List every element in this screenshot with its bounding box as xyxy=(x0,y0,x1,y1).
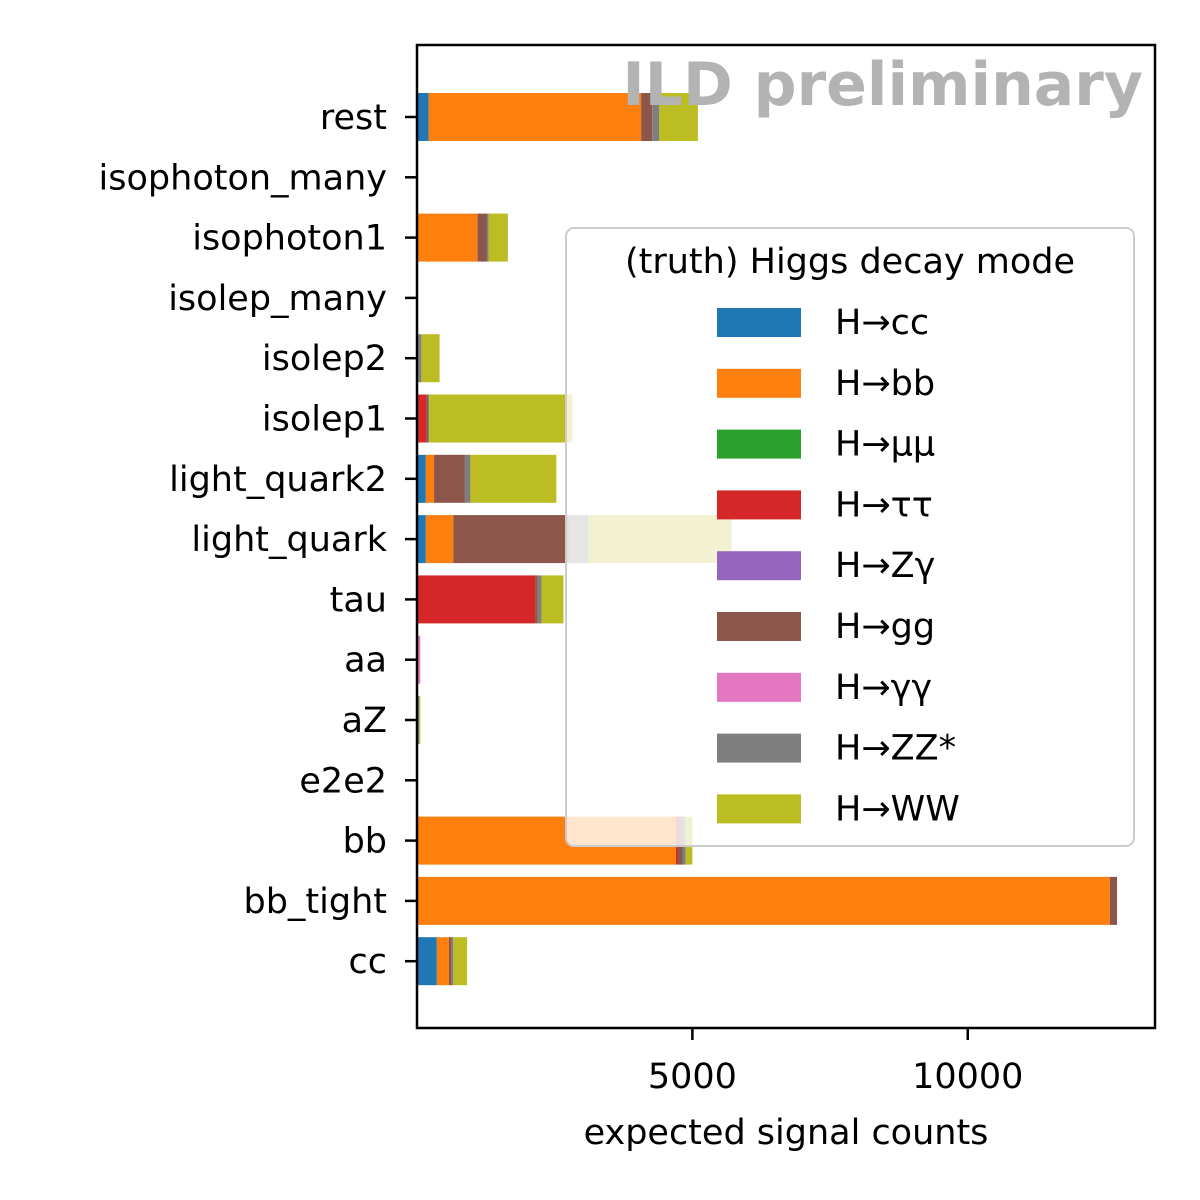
bar-isophoton1-series-1 xyxy=(417,213,478,262)
y-tick-label: aa xyxy=(344,641,387,681)
legend-label: H→bb xyxy=(835,364,935,404)
y-tick-label: cc xyxy=(349,942,388,982)
bar-tau-series-3 xyxy=(417,575,536,624)
x-axis: 5000 10000 xyxy=(648,1028,1023,1097)
legend-swatch xyxy=(717,672,801,702)
x-tick-label: 5000 xyxy=(648,1057,737,1097)
plot-frame xyxy=(415,43,1157,1030)
y-tick-label: rest xyxy=(320,98,387,138)
bar-isolep1-series-5 xyxy=(426,394,429,443)
y-tick-label: isolep2 xyxy=(262,339,387,379)
legend-swatch xyxy=(717,794,801,824)
bar-light_quark2-series-7 xyxy=(464,454,471,503)
bar-bb_tight-series-1 xyxy=(417,876,1110,925)
bar-isolep2-series-8 xyxy=(421,334,440,383)
bar-tau-series-8 xyxy=(541,575,564,624)
legend-swatch xyxy=(717,551,801,581)
bar-aZ-series-7 xyxy=(418,696,420,744)
bar-rest-series-7 xyxy=(652,93,660,141)
bar-cc-series-5 xyxy=(448,937,452,986)
legend-label: H→μμ xyxy=(835,425,935,465)
bar-cc-series-0 xyxy=(417,937,437,986)
legend-label: H→γγ xyxy=(835,668,932,708)
legend: (truth) Higgs decay mode H→cc H→bb H→μμ H→τ… xyxy=(565,227,1135,847)
y-tick-label: e2e2 xyxy=(299,761,387,801)
y-tick-label: bb xyxy=(343,822,387,862)
bar-light_quark2-series-1 xyxy=(425,454,435,503)
legend-swatch xyxy=(717,733,801,763)
bar-rest-series-8 xyxy=(659,93,698,141)
y-tick-label: isophoton_many xyxy=(99,158,387,198)
legend-swatch xyxy=(717,429,801,459)
bars-layer xyxy=(417,93,1117,986)
legend-swatch xyxy=(717,612,801,641)
y-tick-label: aZ xyxy=(342,701,387,741)
bar-isolep1-series-3 xyxy=(418,394,427,443)
bar-isolep1-series-8 xyxy=(429,394,573,443)
y-tick-label: light_quark2 xyxy=(169,460,387,500)
legend-title: (truth) Higgs decay mode xyxy=(625,242,1075,282)
legend-label: H→ZZ* xyxy=(835,729,956,769)
bar-aa-series-6 xyxy=(417,635,421,684)
bar-light_quark-series-5 xyxy=(453,515,570,564)
bar-isophoton1-series-7 xyxy=(486,213,489,262)
bar-isophoton1-series-5 xyxy=(477,213,487,262)
legend-label: H→cc xyxy=(835,303,929,343)
bar-light_quark2-series-0 xyxy=(417,454,426,503)
bar-isolep1-series-7 xyxy=(428,394,430,443)
legend-swatch xyxy=(717,368,801,398)
legend-box xyxy=(565,227,1135,847)
bar-isolep2-series-7 xyxy=(418,334,422,383)
bar-bb_tight-series-5 xyxy=(1109,876,1117,925)
bar-rest-series-5 xyxy=(641,93,653,141)
bar-tau-series-5 xyxy=(535,575,538,624)
bar-cc-series-1 xyxy=(436,937,449,986)
watermark: ILD preliminary xyxy=(622,50,1143,120)
legend-label: H→WW xyxy=(835,789,960,829)
legend-label: H→ττ xyxy=(835,485,933,525)
y-tick-label: bb_tight xyxy=(243,882,387,922)
bar-cc-series-7 xyxy=(451,937,454,986)
legend-label: H→gg xyxy=(835,607,935,647)
x-tick-label: 10000 xyxy=(912,1057,1023,1097)
bar-rest-series-1 xyxy=(428,93,642,141)
bar-light_quark-series-0 xyxy=(417,515,426,564)
y-tick-label: isophoton1 xyxy=(192,219,387,259)
y-tick-label: isolep_many xyxy=(168,279,387,319)
y-tick-label: isolep1 xyxy=(262,400,387,440)
bar-light_quark2-series-5 xyxy=(434,454,465,503)
bar-isophoton1-series-8 xyxy=(488,213,508,262)
bar-tau-series-7 xyxy=(537,575,542,624)
bar-light_quark-series-1 xyxy=(425,515,454,564)
bar-aZ-series-8 xyxy=(419,696,421,744)
legend-swatch xyxy=(717,308,801,337)
bar-rest-series-0 xyxy=(417,93,429,141)
y-tick-label: tau xyxy=(330,580,387,620)
y-axis: rest isophoton_many isophoton1 isolep_manyi… xyxy=(99,98,417,982)
bar-light_quark2-series-8 xyxy=(470,454,557,503)
bar-cc-series-8 xyxy=(453,937,468,986)
legend-swatch xyxy=(717,490,801,520)
x-axis-title: expected signal counts xyxy=(584,1113,989,1153)
legend-label: H→Zγ xyxy=(835,546,935,586)
y-tick-label: light_quark xyxy=(191,520,387,560)
